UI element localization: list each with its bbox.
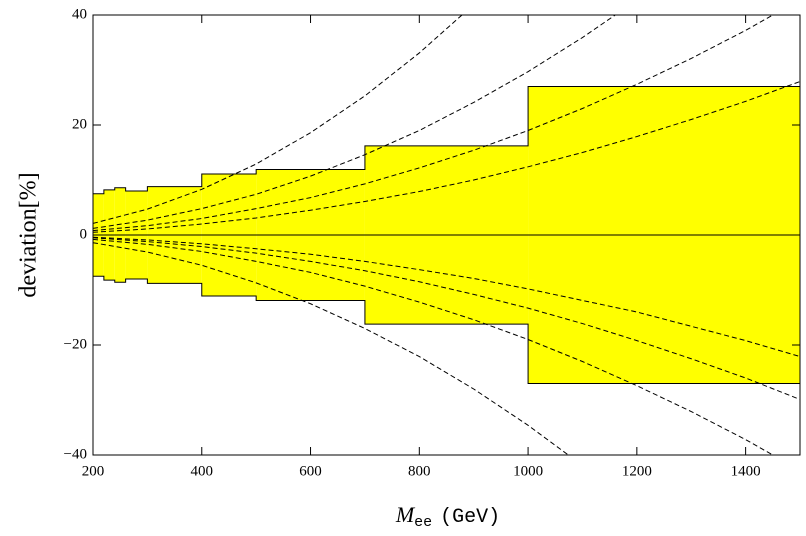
curve <box>93 237 800 400</box>
x-tick-label: 200 <box>82 463 105 479</box>
y-axis-label: deviation[%] <box>16 172 42 297</box>
y-tick-label: 20 <box>72 116 87 132</box>
x-label-unit: (GeV) <box>440 506 500 529</box>
curve <box>93 236 800 358</box>
curve <box>93 238 774 455</box>
x-label-subscript: ee <box>414 514 432 531</box>
x-tick-label: 800 <box>408 463 431 479</box>
x-tick-label: 1000 <box>513 463 543 479</box>
curve <box>93 15 617 229</box>
x-label-symbol: M <box>395 502 416 527</box>
y-tick-label: 40 <box>72 6 87 22</box>
x-tick-label: 1200 <box>622 463 652 479</box>
x-axis-label: Mee (GeV) <box>395 502 500 531</box>
x-tick-label: 1400 <box>731 463 761 479</box>
y-tick-label: 0 <box>80 226 88 242</box>
curve <box>93 81 800 233</box>
curve <box>93 15 463 224</box>
y-tick-label: −40 <box>64 446 87 462</box>
curve <box>93 15 774 232</box>
x-tick-label: 400 <box>191 463 214 479</box>
band-edge <box>93 86 800 195</box>
x-tick-label: 600 <box>299 463 322 479</box>
plot-area <box>93 15 800 455</box>
band-edge <box>93 275 800 384</box>
y-tick-label: −20 <box>64 336 87 352</box>
curve <box>93 242 570 455</box>
